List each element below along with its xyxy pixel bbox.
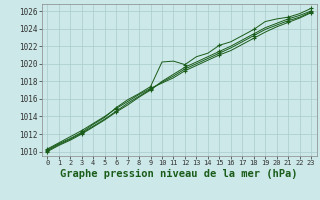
X-axis label: Graphe pression niveau de la mer (hPa): Graphe pression niveau de la mer (hPa) (60, 169, 298, 179)
